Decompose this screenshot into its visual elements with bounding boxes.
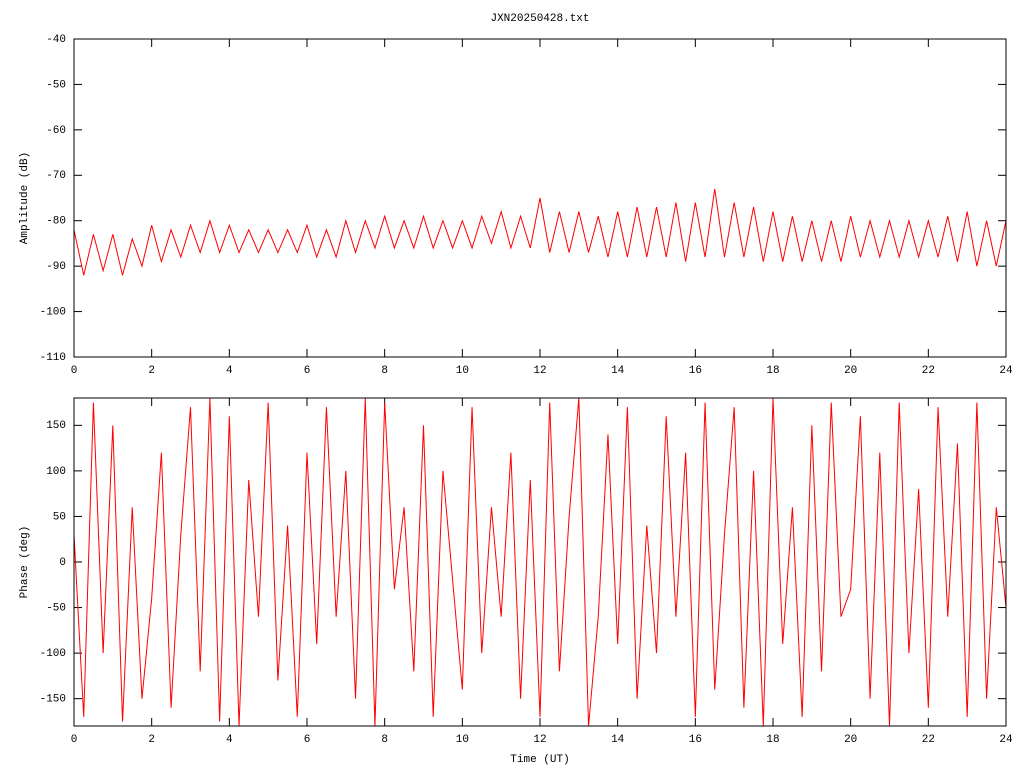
y-tick-label: 0 — [59, 557, 66, 569]
data-line — [73, 397, 1007, 727]
y-tick-label: -70 — [46, 170, 66, 182]
x-tick-label: 16 — [689, 365, 702, 377]
x-tick-label: 20 — [844, 734, 857, 746]
x-tick-label: 24 — [999, 365, 1013, 377]
x-tick-label: 2 — [148, 365, 155, 377]
y-tick-label: -40 — [46, 34, 66, 46]
x-tick-label: 18 — [766, 365, 779, 377]
y-tick-label: -110 — [40, 352, 66, 364]
y-tick-label: -90 — [46, 261, 66, 273]
y-tick-label: 100 — [46, 466, 66, 478]
chart-title: JXN20250428.txt — [490, 13, 589, 25]
y-tick-label: -80 — [46, 216, 66, 228]
x-tick-label: 6 — [304, 734, 311, 746]
x-tick-label: 10 — [456, 365, 469, 377]
x-tick-label: 8 — [381, 365, 388, 377]
x-tick-label: 12 — [533, 734, 546, 746]
x-tick-label: 24 — [999, 734, 1013, 746]
data-line — [73, 188, 1007, 276]
y-tick-label: 150 — [46, 420, 66, 432]
y-tick-label: -50 — [46, 79, 66, 91]
x-tick-label: 20 — [844, 365, 857, 377]
y-tick-label: -100 — [40, 306, 66, 318]
x-tick-label: 14 — [611, 734, 625, 746]
x-tick-label: 10 — [456, 734, 469, 746]
x-tick-label: 0 — [71, 365, 78, 377]
x-tick-label: 14 — [611, 365, 625, 377]
x-tick-label: 6 — [304, 365, 311, 377]
y-tick-label: -100 — [40, 648, 66, 660]
plot-frame — [73, 397, 1007, 727]
y-tick-label: -60 — [46, 125, 66, 137]
x-tick-label: 16 — [689, 734, 702, 746]
plot-frame — [73, 38, 1007, 358]
x-tick-label: 12 — [533, 365, 546, 377]
x-tick-label: 0 — [71, 734, 78, 746]
x-tick-label: 2 — [148, 734, 155, 746]
x-tick-label: 18 — [766, 734, 779, 746]
x-tick-label: 4 — [226, 365, 233, 377]
y-axis-label: Phase (deg) — [19, 526, 31, 599]
y-tick-label: 50 — [53, 511, 66, 523]
y-axis-label: Amplitude (dB) — [19, 152, 31, 244]
x-tick-label: 8 — [381, 734, 388, 746]
x-tick-label: 4 — [226, 734, 233, 746]
x-tick-label: 22 — [922, 365, 935, 377]
y-tick-label: -50 — [46, 602, 66, 614]
x-tick-label: 22 — [922, 734, 935, 746]
y-tick-label: -150 — [40, 694, 66, 706]
x-axis-label: Time (UT) — [510, 754, 569, 766]
